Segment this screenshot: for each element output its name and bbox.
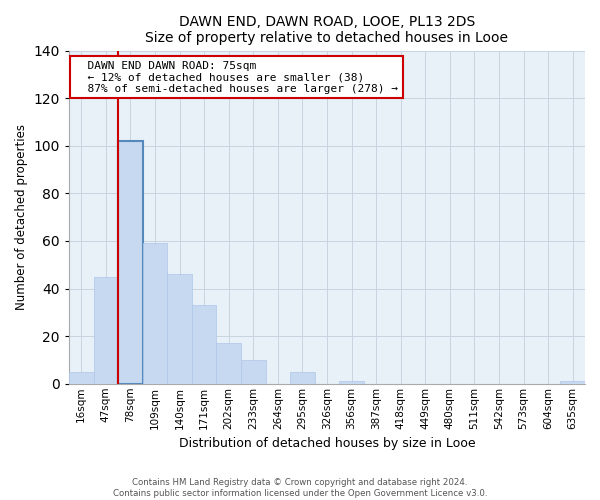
Bar <box>94 276 118 384</box>
Bar <box>560 382 585 384</box>
Title: DAWN END, DAWN ROAD, LOOE, PL13 2DS
Size of property relative to detached houses: DAWN END, DAWN ROAD, LOOE, PL13 2DS Size… <box>145 15 508 45</box>
Text: DAWN END DAWN ROAD: 75sqm
  ← 12% of detached houses are smaller (38)
  87% of s: DAWN END DAWN ROAD: 75sqm ← 12% of detac… <box>74 60 398 94</box>
Bar <box>69 372 94 384</box>
Bar <box>167 274 192 384</box>
Y-axis label: Number of detached properties: Number of detached properties <box>15 124 28 310</box>
Bar <box>339 382 364 384</box>
Bar <box>217 344 241 384</box>
Bar <box>290 372 314 384</box>
Bar <box>241 360 266 384</box>
Bar <box>192 305 217 384</box>
Text: Contains HM Land Registry data © Crown copyright and database right 2024.
Contai: Contains HM Land Registry data © Crown c… <box>113 478 487 498</box>
Bar <box>118 141 143 384</box>
Bar <box>143 244 167 384</box>
X-axis label: Distribution of detached houses by size in Looe: Distribution of detached houses by size … <box>179 437 475 450</box>
